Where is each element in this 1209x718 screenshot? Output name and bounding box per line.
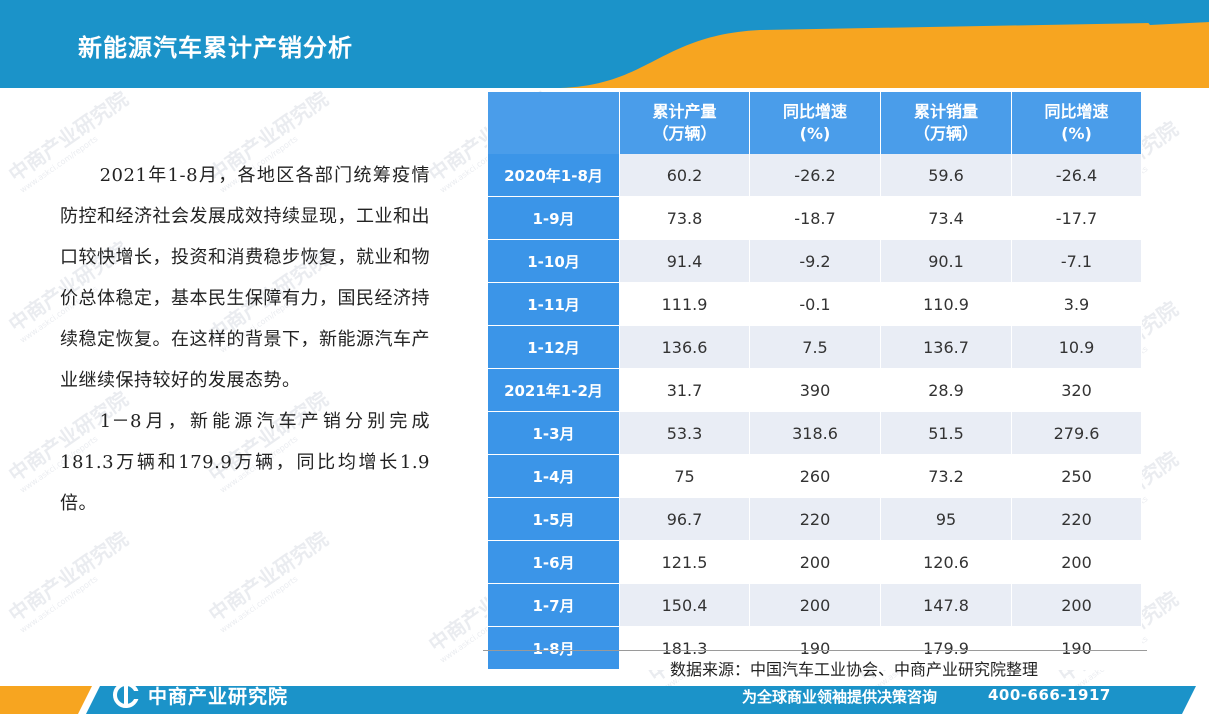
cell-sales-growth: 320: [1011, 368, 1142, 412]
table-row: 2020年1-8月 60.2 -26.2 59.6 -26.4: [487, 154, 1142, 197]
cell-prod-growth: 260: [749, 454, 881, 498]
cell-production: 91.4: [619, 239, 750, 283]
cell-sales-growth: 200: [1011, 583, 1142, 627]
cell-prod-growth: 220: [749, 497, 881, 541]
footer-slogan: 为全球商业领袖提供决策咨询: [742, 688, 938, 706]
row-period-label: 1-4月: [487, 454, 620, 498]
cell-sales: 147.8: [880, 583, 1012, 627]
row-period-label: 1-12月: [487, 325, 620, 369]
row-period-label: 2020年1-8月: [487, 154, 620, 197]
header-banner: [0, 0, 1209, 88]
cell-production: 75: [619, 454, 750, 498]
cell-production: 150.4: [619, 583, 750, 627]
cell-sales: 179.9: [880, 626, 1012, 670]
cell-production: 60.2: [619, 154, 750, 197]
cell-sales-growth: 250: [1011, 454, 1142, 498]
cell-prod-growth: 318.6: [749, 411, 881, 455]
table-row: 1-10月 91.4 -9.2 90.1 -7.1: [487, 239, 1142, 283]
cell-prod-growth: 190: [749, 626, 881, 670]
row-period-label: 1-3月: [487, 411, 620, 455]
table-row: 1-8月 181.3 190 179.9 190: [487, 626, 1142, 670]
row-period-label: 1-10月: [487, 239, 620, 283]
cell-sales: 90.1: [880, 239, 1012, 283]
logo-text: 中商产业研究院: [148, 685, 289, 708]
analysis-text: 2021年1-8月，各地区各部门统筹疫情防控和经济社会发展成效持续显现，工业和出…: [60, 155, 430, 524]
paragraph-1: 2021年1-8月，各地区各部门统筹疫情防控和经济社会发展成效持续显现，工业和出…: [60, 165, 430, 391]
row-period-label: 1-11月: [487, 282, 620, 326]
cell-production: 111.9: [619, 282, 750, 326]
header-sales: 累计销量 （万辆）: [880, 92, 1012, 154]
cell-sales-growth: -7.1: [1011, 239, 1142, 283]
cell-sales: 73.4: [880, 196, 1012, 240]
cell-prod-growth: 200: [749, 583, 881, 627]
header-period: [487, 92, 620, 154]
cell-sales: 73.2: [880, 454, 1012, 498]
cell-prod-growth: -0.1: [749, 282, 881, 326]
table-row: 1-4月 75 260 73.2 250: [487, 454, 1142, 498]
cell-production: 73.8: [619, 196, 750, 240]
row-period-label: 1-7月: [487, 583, 620, 627]
paragraph-2: 1－8月，新能源汽车产销分别完成181.3万辆和179.9万辆，同比均增长1.9…: [60, 411, 430, 514]
cell-sales-growth: 200: [1011, 540, 1142, 584]
cell-sales-growth: 3.9: [1011, 282, 1142, 326]
zhongshang-logo-icon: [113, 682, 140, 708]
cell-sales: 51.5: [880, 411, 1012, 455]
cell-sales: 136.7: [880, 325, 1012, 369]
row-period-label: 1-6月: [487, 540, 620, 584]
row-period-label: 1-8月: [487, 626, 620, 670]
cell-sales: 28.9: [880, 368, 1012, 412]
table-body: 2020年1-8月 60.2 -26.2 59.6 -26.4 1-9月 73.8 -18.7…: [487, 154, 1142, 670]
header-sales-growth: 同比增速 (%): [1011, 92, 1142, 154]
cell-production: 53.3: [619, 411, 750, 455]
table-row: 1-5月 96.7 220 95 220: [487, 497, 1142, 541]
row-period-label: 1-5月: [487, 497, 620, 541]
cell-prod-growth: 390: [749, 368, 881, 412]
header-production: 累计产量 （万辆）: [619, 92, 750, 154]
table-row: 1-3月 53.3 318.6 51.5 279.6: [487, 411, 1142, 455]
header-production-growth: 同比增速 (%): [749, 92, 881, 154]
cell-production: 96.7: [619, 497, 750, 541]
cell-prod-growth: -18.7: [749, 196, 881, 240]
footer-banner: [0, 686, 1196, 714]
cell-sales-growth: -26.4: [1011, 154, 1142, 197]
row-period-label: 2021年1-2月: [487, 368, 620, 412]
table-bottom-rule: [483, 650, 1147, 651]
cell-prod-growth: -9.2: [749, 239, 881, 283]
cell-sales-growth: 10.9: [1011, 325, 1142, 369]
cell-sales-growth: 279.6: [1011, 411, 1142, 455]
table-row: 1-9月 73.8 -18.7 73.4 -17.7: [487, 196, 1142, 240]
row-period-label: 1-9月: [487, 196, 620, 240]
cell-production: 181.3: [619, 626, 750, 670]
cell-sales: 95: [880, 497, 1012, 541]
cell-sales: 59.6: [880, 154, 1012, 197]
table-header-row: 累计产量 （万辆） 同比增速 (%) 累计销量 （万辆） 同比增速 (%): [487, 92, 1142, 154]
table-row: 2021年1-2月 31.7 390 28.9 320: [487, 368, 1142, 412]
company-logo: 中商产业研究院: [112, 681, 288, 709]
table-row: 1-12月 136.6 7.5 136.7 10.9: [487, 325, 1142, 369]
cell-sales-growth: 190: [1011, 626, 1142, 670]
production-sales-table: 累计产量 （万辆） 同比增速 (%) 累计销量 （万辆） 同比增速 (%) 2020年1…: [487, 92, 1142, 670]
data-source-note: 数据来源：中国汽车工业协会、中商产业研究院整理: [670, 660, 1039, 679]
footer-phone: 400-666-1917: [988, 686, 1111, 704]
cell-sales: 120.6: [880, 540, 1012, 584]
cell-prod-growth: -26.2: [749, 154, 881, 197]
cell-sales: 110.9: [880, 282, 1012, 326]
cell-prod-growth: 200: [749, 540, 881, 584]
table-row: 1-7月 150.4 200 147.8 200: [487, 583, 1142, 627]
cell-production: 31.7: [619, 368, 750, 412]
cell-production: 121.5: [619, 540, 750, 584]
table-row: 1-6月 121.5 200 120.6 200: [487, 540, 1142, 584]
cell-sales-growth: -17.7: [1011, 196, 1142, 240]
page-title: 新能源汽车累计产销分析: [78, 34, 353, 62]
cell-prod-growth: 7.5: [749, 325, 881, 369]
cell-production: 136.6: [619, 325, 750, 369]
table-row: 1-11月 111.9 -0.1 110.9 3.9: [487, 282, 1142, 326]
cell-sales-growth: 220: [1011, 497, 1142, 541]
